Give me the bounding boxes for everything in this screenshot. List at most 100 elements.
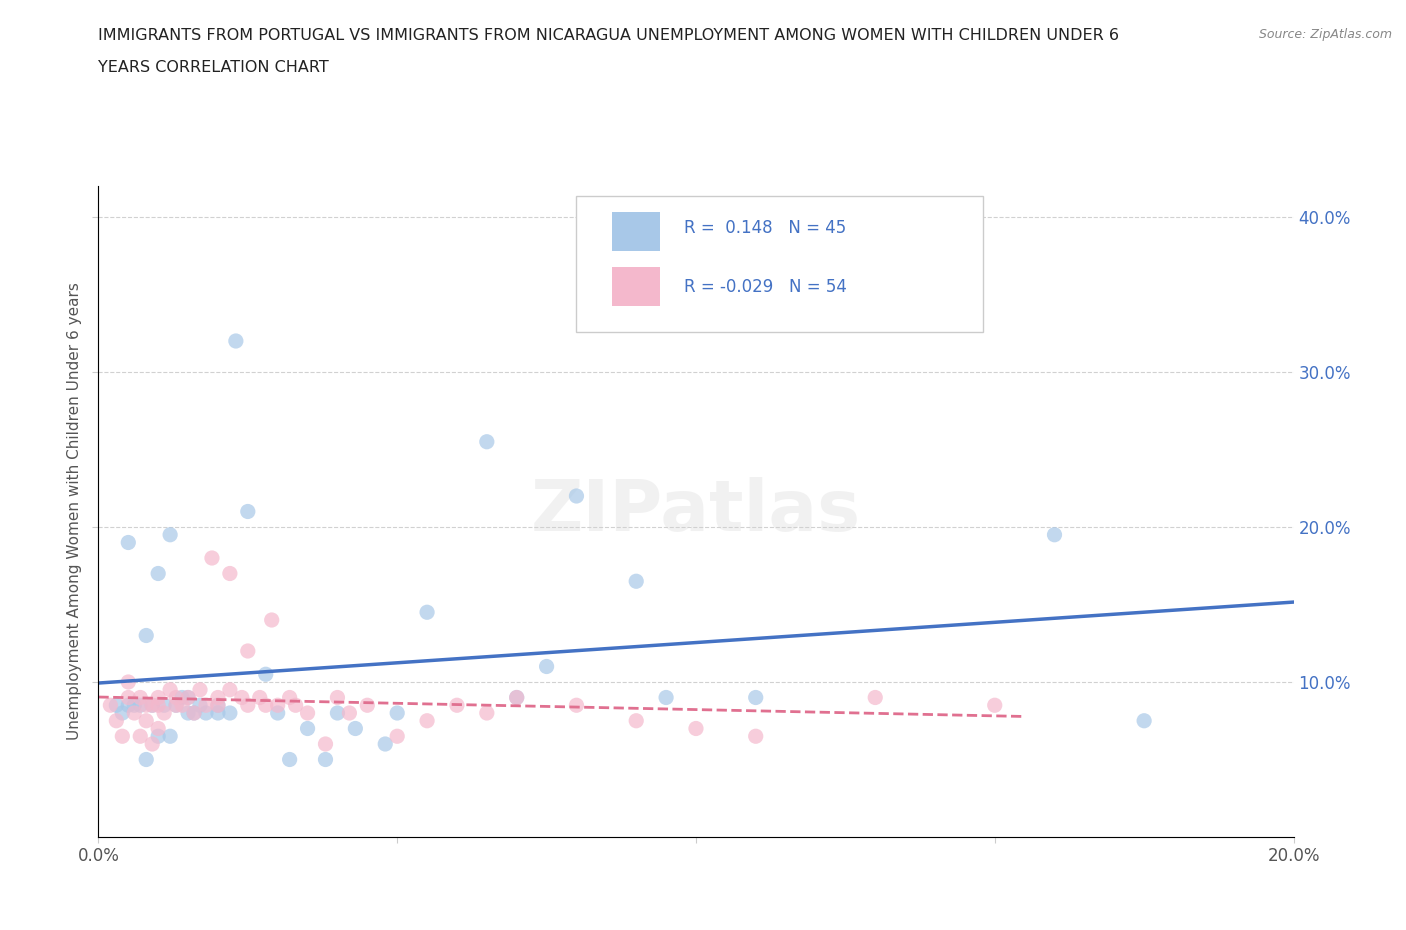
Point [105, 713, 128, 728]
Point [195, 706, 218, 721]
Point [374, 737, 396, 751]
Point [236, 504, 259, 519]
Point [177, 690, 200, 705]
Point [315, 737, 337, 751]
Text: YEARS CORRELATION CHART: YEARS CORRELATION CHART [98, 60, 329, 75]
Point [267, 706, 290, 721]
Point [117, 535, 139, 550]
Point [626, 574, 648, 589]
Text: Source: ZipAtlas.com: Source: ZipAtlas.com [1258, 28, 1392, 41]
Point [1133, 713, 1156, 728]
Point [219, 683, 242, 698]
Point [195, 698, 218, 712]
Point [129, 698, 152, 712]
Point [105, 698, 128, 712]
Point [536, 659, 558, 674]
Point [141, 698, 163, 712]
Point [260, 613, 283, 628]
Point [117, 690, 139, 705]
Point [416, 713, 439, 728]
Point [297, 721, 319, 736]
Point [148, 690, 170, 705]
Point [153, 706, 176, 721]
Point [254, 698, 277, 712]
Point [117, 674, 139, 689]
Point [177, 690, 200, 705]
Point [183, 706, 205, 721]
FancyBboxPatch shape [613, 212, 661, 251]
Point [865, 690, 887, 705]
Point [165, 698, 187, 712]
Point [745, 729, 768, 744]
Point [183, 706, 205, 721]
Point [100, 698, 122, 712]
Point [315, 752, 337, 767]
Point [159, 527, 181, 542]
Point [207, 698, 229, 712]
Point [416, 604, 439, 619]
Point [124, 698, 146, 712]
Point [207, 698, 229, 712]
Point [356, 698, 378, 712]
Point [172, 690, 194, 705]
Point [159, 683, 181, 698]
Point [984, 698, 1007, 712]
Point [207, 706, 229, 721]
Point [745, 690, 768, 705]
Point [249, 690, 271, 705]
Point [685, 721, 707, 736]
Point [339, 706, 360, 721]
Point [446, 698, 468, 712]
Point [135, 698, 157, 712]
Point [159, 729, 181, 744]
Point [148, 698, 170, 712]
Point [135, 752, 157, 767]
Point [207, 690, 229, 705]
Point [565, 488, 588, 503]
Point [219, 706, 242, 721]
Point [278, 690, 301, 705]
Point [148, 729, 170, 744]
Point [219, 566, 242, 581]
Point [135, 713, 157, 728]
Point [506, 690, 529, 705]
Point [506, 690, 529, 705]
Point [188, 683, 211, 698]
Point [475, 706, 498, 721]
Point [626, 713, 648, 728]
Point [278, 752, 301, 767]
Point [236, 644, 259, 658]
Point [153, 698, 176, 712]
Point [201, 551, 224, 565]
Point [124, 706, 146, 721]
Point [148, 566, 170, 581]
Point [344, 721, 367, 736]
Point [141, 698, 163, 712]
Point [231, 690, 253, 705]
Point [225, 334, 247, 349]
Text: R =  0.148   N = 45: R = 0.148 N = 45 [685, 219, 846, 237]
Point [165, 698, 187, 712]
Point [326, 690, 349, 705]
Point [565, 698, 588, 712]
Point [385, 706, 409, 721]
Point [135, 628, 157, 643]
Point [1043, 527, 1066, 542]
Y-axis label: Unemployment Among Women with Children Under 6 years: Unemployment Among Women with Children U… [66, 283, 82, 740]
Point [129, 690, 152, 705]
Point [655, 690, 678, 705]
Point [297, 706, 319, 721]
Point [475, 434, 498, 449]
Point [326, 706, 349, 721]
Point [111, 706, 134, 721]
Point [129, 729, 152, 744]
Text: ZIPatlas: ZIPatlas [531, 477, 860, 546]
Point [177, 706, 200, 721]
Point [236, 698, 259, 712]
Point [188, 698, 211, 712]
Point [148, 721, 170, 736]
FancyBboxPatch shape [613, 268, 661, 307]
Point [141, 737, 163, 751]
FancyBboxPatch shape [576, 196, 983, 333]
Point [172, 698, 194, 712]
